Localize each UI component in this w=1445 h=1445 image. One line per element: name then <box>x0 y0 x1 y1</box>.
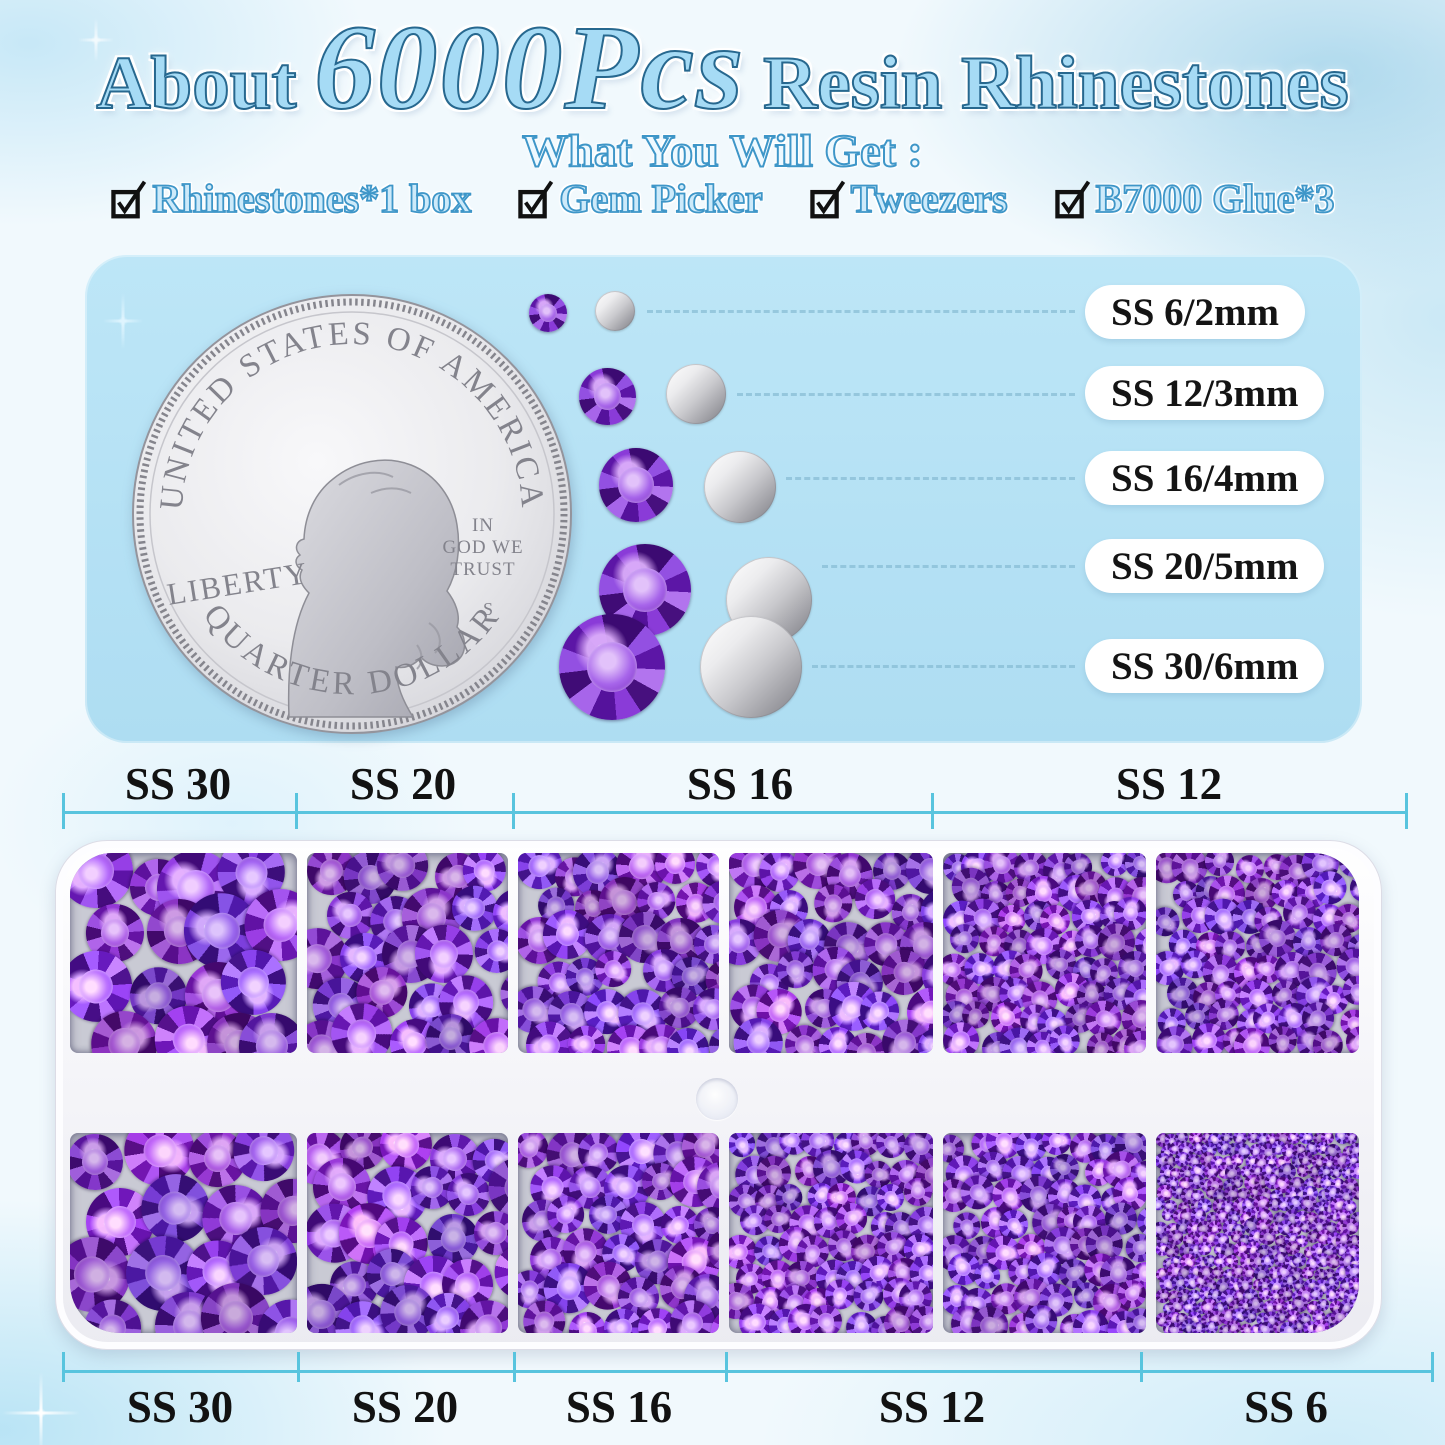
tray-compartment <box>307 853 508 1053</box>
include-label: Gem Picker <box>559 175 764 222</box>
leader-line <box>822 565 1075 568</box>
coin-motto-line: IN <box>472 515 494 536</box>
leader-line <box>812 665 1075 668</box>
bottom-scale-label-ss6: SS 6 <box>1244 1382 1328 1432</box>
rhinestone <box>905 853 933 894</box>
top-scale-label-ss30: SS 30 <box>124 759 232 809</box>
scale-tick <box>297 1352 300 1382</box>
actual-size-dot-ss6 <box>595 291 635 331</box>
scale-tick <box>62 1352 65 1382</box>
size-label-ss16: SS 16/4mm <box>1085 451 1325 505</box>
checkbox-icon <box>809 180 845 219</box>
tray-compartment <box>1156 1133 1359 1333</box>
checkbox-icon <box>1054 180 1090 219</box>
bottom-scale-label-ss20: SS 20 <box>351 1382 459 1432</box>
scale-tick <box>295 793 298 829</box>
sample-rhinestone-ss12 <box>579 368 636 425</box>
rhinestone <box>1349 874 1359 902</box>
sparkle-icon <box>2 1372 80 1445</box>
coin-mint-mark: S <box>483 599 493 619</box>
include-item-glue: B7000 Glue*3 <box>1054 175 1336 222</box>
bottom-scale-label-ss16: SS 16 <box>565 1382 673 1432</box>
size-label-ss6: SS 6/2mm <box>1085 285 1305 339</box>
scale-tick <box>725 1352 728 1382</box>
size-label-ss12: SS 12/3mm <box>1085 366 1325 420</box>
include-label: Tweezers <box>850 175 1009 222</box>
coin-motto-line: TRUST <box>450 559 515 580</box>
rhinestone <box>874 1133 907 1159</box>
size-label-ss20: SS 20/5mm <box>1085 539 1325 593</box>
title-suffix: Resin Rhinestones <box>762 42 1349 126</box>
tray-center-knob <box>696 1078 738 1120</box>
top-scale-label-ss16: SS 16 <box>686 759 794 809</box>
scale-tick <box>1405 793 1408 829</box>
size-comparison-panel: UNITED STATES OF AMERICA QUARTER DOLLAR … <box>85 255 1362 743</box>
include-item-rhinestones: Rhinestones*1 box <box>110 175 473 222</box>
tray-compartment <box>729 1133 933 1333</box>
scale-tick <box>513 1352 516 1382</box>
bottom-scale-label-ss30: SS 30 <box>126 1382 234 1432</box>
tray-compartment <box>518 1133 719 1333</box>
bottom-scale-line <box>62 1370 1433 1373</box>
storage-box <box>55 840 1382 1350</box>
rhinestone <box>697 1162 719 1213</box>
sample-rhinestone-ss6 <box>529 294 567 332</box>
includes-list: Rhinestones*1 box Gem Picker Tweezers B7… <box>0 175 1445 222</box>
top-scale-label-ss20: SS 20 <box>349 759 457 809</box>
rhinestone <box>70 853 136 911</box>
top-scale-line <box>62 811 1408 814</box>
leader-line <box>737 393 1075 396</box>
top-scale-label-ss12: SS 12 <box>1115 759 1223 809</box>
coin-motto-line: GOD WE <box>442 537 523 558</box>
rhinestone <box>494 965 508 1023</box>
include-item-tweezers: Tweezers <box>809 175 1009 222</box>
size-label-ss30: SS 30/6mm <box>1085 639 1325 693</box>
include-label: Rhinestones*1 box <box>152 175 473 222</box>
title-prefix: About <box>95 42 297 126</box>
tray-compartment <box>70 1133 297 1333</box>
actual-size-dot-ss16 <box>704 451 776 523</box>
tray-compartment <box>70 853 297 1053</box>
scale-tick <box>1431 1352 1434 1382</box>
sample-rhinestone-ss30 <box>559 614 665 720</box>
tray-compartment <box>1156 853 1359 1053</box>
quarter-coin-image: UNITED STATES OF AMERICA QUARTER DOLLAR … <box>131 293 573 735</box>
tray-compartment <box>943 853 1146 1053</box>
tray-compartment <box>729 853 933 1053</box>
scale-tick <box>62 793 65 829</box>
include-label: B7000 Glue*3 <box>1095 175 1336 222</box>
rhinestone <box>1168 1229 1184 1246</box>
checkbox-icon <box>111 180 147 219</box>
checkbox-icon <box>518 180 554 219</box>
subtitle: What You Will Get : <box>521 124 923 177</box>
page-title: About 6000Pcs Resin Rhinestones <box>0 1 1445 135</box>
tray-compartment <box>518 853 719 1053</box>
title-count: 6000Pcs <box>313 1 746 135</box>
leader-line <box>647 310 1075 313</box>
sample-rhinestone-ss16 <box>599 448 673 522</box>
actual-size-dot-ss12 <box>666 364 726 424</box>
scale-tick <box>931 793 934 829</box>
bottom-scale-label-ss12: SS 12 <box>878 1382 986 1432</box>
tray-compartment <box>307 1133 508 1333</box>
scale-tick <box>512 793 515 829</box>
tray-compartment <box>943 1133 1146 1333</box>
leader-line <box>786 477 1075 480</box>
actual-size-dot-ss30 <box>700 616 802 718</box>
include-item-gem-picker: Gem Picker <box>517 175 764 222</box>
scale-tick <box>1140 1352 1143 1382</box>
rhinestone <box>1312 1029 1344 1053</box>
rhinestone <box>1291 1252 1307 1268</box>
